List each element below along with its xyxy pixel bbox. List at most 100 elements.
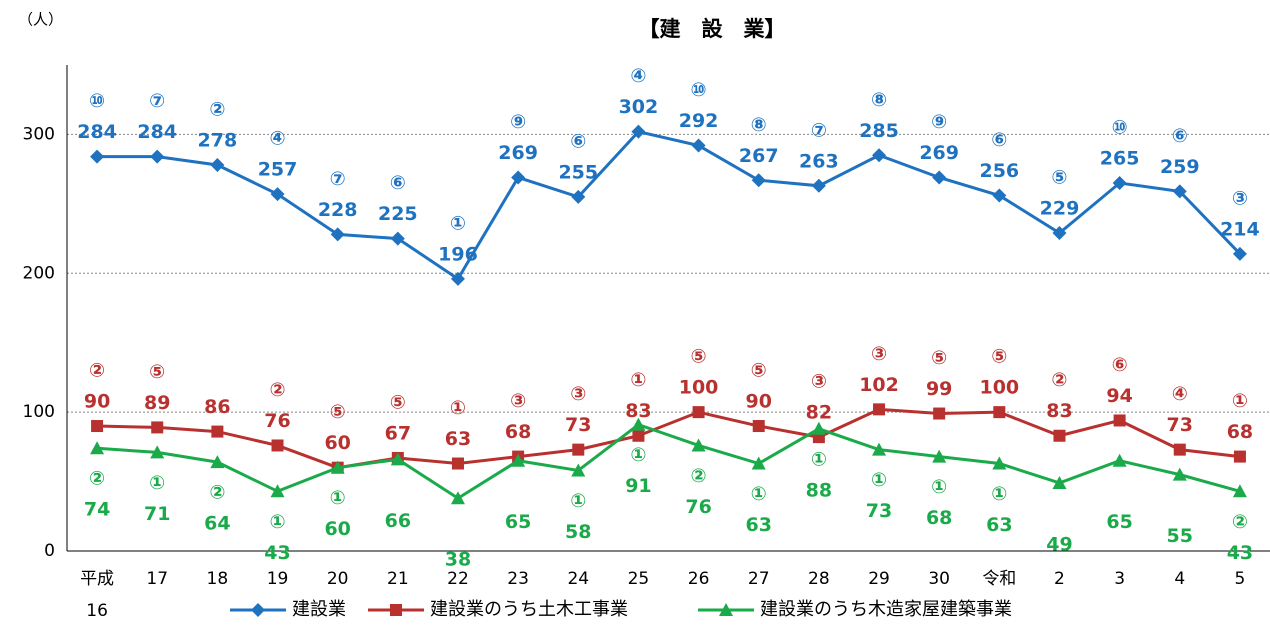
data-label: 196 — [438, 243, 478, 265]
rank-label: ⑩ — [1112, 117, 1128, 139]
rank-label: ⑥ — [1172, 125, 1188, 147]
data-label: 76 — [685, 496, 711, 518]
data-label: 284 — [77, 121, 117, 143]
data-label: 225 — [378, 203, 418, 225]
x-tick-label: 27 — [748, 569, 770, 589]
data-label: 267 — [739, 145, 779, 167]
rank-label: ② — [89, 468, 105, 490]
rank-label: ⑤ — [149, 361, 165, 383]
point — [691, 438, 706, 452]
data-label: 60 — [324, 432, 350, 454]
point — [511, 453, 526, 467]
rank-label: ⑥ — [570, 130, 586, 152]
point — [330, 227, 345, 242]
point — [692, 406, 705, 419]
x-tick-label: 18 — [207, 569, 229, 589]
rank-label: ④ — [1172, 383, 1188, 405]
rank-label: ① — [149, 472, 165, 494]
point — [632, 429, 645, 442]
data-label: 292 — [679, 110, 719, 132]
rank-label: ② — [691, 465, 707, 487]
rank-label: ① — [450, 397, 466, 419]
data-label: 65 — [1106, 511, 1132, 533]
rank-label: ⑤ — [1051, 167, 1067, 189]
rank-label: ⑧ — [751, 114, 767, 136]
point — [1233, 450, 1246, 463]
point — [210, 455, 225, 469]
data-label: 71 — [144, 503, 170, 525]
data-label: 86 — [204, 396, 230, 418]
legend-marker — [251, 603, 265, 617]
point — [752, 420, 765, 433]
point — [933, 407, 946, 420]
rank-label: ③ — [811, 371, 827, 393]
data-label: 302 — [619, 96, 659, 118]
y-unit: （人） — [18, 11, 63, 29]
rank-label: ① — [991, 483, 1007, 505]
x-tick-label: 2 — [1054, 569, 1065, 589]
point — [691, 138, 706, 153]
point — [1113, 414, 1126, 427]
data-label: 73 — [565, 414, 591, 436]
point — [270, 484, 285, 498]
rank-label: ⑩ — [691, 79, 707, 101]
point — [571, 463, 586, 477]
data-label: 60 — [324, 518, 350, 540]
point — [90, 441, 105, 455]
x-tick-label: 3 — [1114, 569, 1125, 589]
point — [1232, 246, 1247, 261]
rank-label: ④ — [269, 128, 285, 150]
data-label: 66 — [385, 510, 411, 532]
rank-label: ③ — [510, 390, 526, 412]
rank-label: ⑤ — [390, 391, 406, 413]
x-tick-label: 19 — [267, 569, 289, 589]
rank-label: ⑤ — [931, 347, 947, 369]
data-label: 43 — [264, 542, 290, 564]
rank-label: ⑩ — [89, 90, 105, 112]
x-tick-label: 29 — [868, 569, 890, 589]
point — [271, 439, 284, 452]
rank-label: ② — [1051, 369, 1067, 391]
data-label: 67 — [385, 422, 411, 444]
x-tick-label: 28 — [808, 569, 830, 589]
legend-marker — [390, 604, 402, 616]
y-tick-label: 100 — [23, 402, 55, 422]
data-label: 278 — [198, 129, 238, 151]
data-label: 99 — [926, 378, 952, 400]
data-label: 91 — [625, 475, 651, 497]
point — [872, 148, 887, 163]
data-label: 83 — [625, 400, 651, 422]
legend-label: 建設業 — [292, 599, 346, 620]
point — [1172, 467, 1187, 481]
legend-marker — [719, 603, 733, 616]
point — [572, 443, 585, 456]
point — [631, 124, 646, 139]
data-label: 214 — [1220, 218, 1260, 240]
data-label: 89 — [144, 392, 170, 414]
data-label: 255 — [558, 161, 598, 183]
rank-label: ① — [450, 212, 466, 234]
data-label: 100 — [979, 377, 1019, 399]
rank-label: ① — [630, 369, 646, 391]
x-tick-label: 5 — [1235, 569, 1246, 589]
data-label: 63 — [445, 428, 471, 450]
rank-label: ④ — [630, 65, 646, 87]
data-label: 257 — [258, 159, 298, 181]
point — [150, 445, 165, 459]
legend-label: 建設業のうち木造家屋建築事業 — [760, 599, 1012, 620]
point — [873, 403, 886, 416]
rank-label: ① — [931, 476, 947, 498]
y-tick-label: 0 — [44, 541, 55, 561]
rank-label: ⑤ — [691, 346, 707, 368]
point — [330, 460, 345, 474]
rank-label: ① — [871, 469, 887, 491]
point — [390, 231, 405, 246]
data-label: 73 — [1167, 414, 1193, 436]
x-tick-label: 24 — [567, 569, 589, 589]
rank-label: ⑤ — [751, 360, 767, 382]
x-tick-label: 17 — [146, 569, 168, 589]
point — [90, 149, 105, 164]
series-line — [96, 422, 1241, 501]
data-label: 94 — [1106, 385, 1132, 407]
point — [450, 271, 465, 286]
